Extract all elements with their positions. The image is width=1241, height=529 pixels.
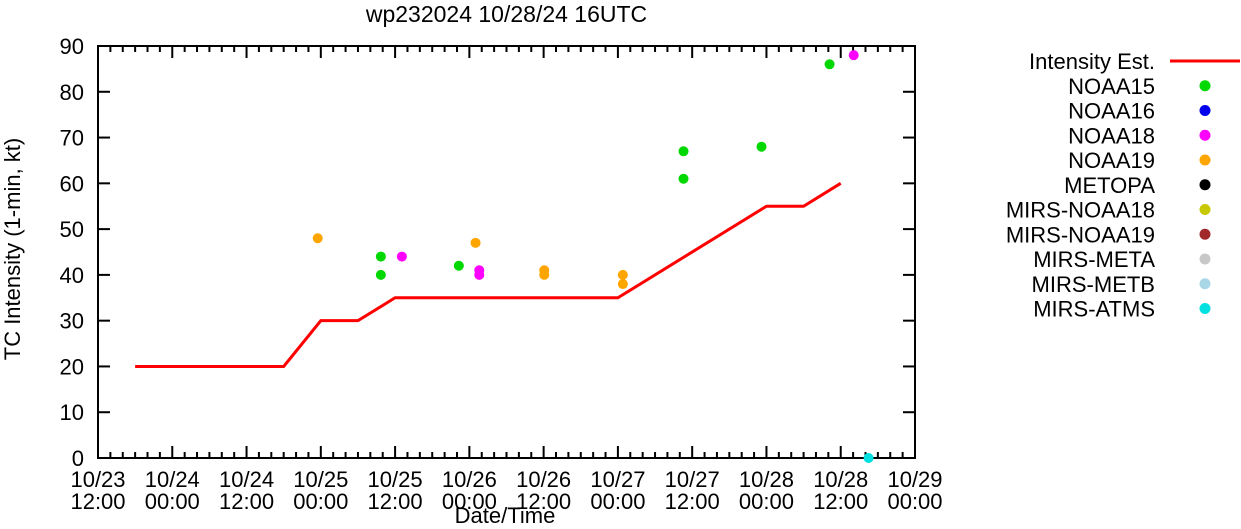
legend-label-noaa16: NOAA16 (1068, 99, 1155, 124)
point-noaa19 (312, 233, 323, 244)
y-tick-label: 40 (60, 263, 84, 288)
point-noaa18 (396, 251, 407, 262)
point-noaa15 (375, 251, 386, 262)
legend-dot-mirs-noaa19 (1199, 228, 1211, 240)
legend-label-noaa19: NOAA19 (1068, 148, 1155, 173)
x-tick-label-date: 10/28 (813, 467, 868, 492)
x-tick-label-date: 10/27 (590, 467, 645, 492)
x-tick-label-date: 10/24 (219, 467, 274, 492)
x-tick-label-date: 10/24 (145, 467, 200, 492)
x-tick-label-time: 12:00 (813, 489, 868, 514)
x-tick-label-date: 10/29 (887, 467, 942, 492)
point-noaa19 (617, 279, 628, 290)
legend-label-mirs-noaa19: MIRS-NOAA19 (1006, 222, 1155, 247)
x-tick-label-time: 12:00 (219, 489, 274, 514)
legend-dot-noaa19 (1199, 154, 1211, 166)
point-noaa15 (824, 59, 835, 70)
x-tick-label-date: 10/28 (739, 467, 794, 492)
point-noaa19 (470, 237, 481, 248)
legend-dot-noaa15 (1199, 80, 1211, 92)
x-axis-label: Date/Time (454, 503, 556, 528)
legend-dot-mirs-noaa18 (1199, 204, 1211, 215)
chart-title: wp232024 10/28/24 16UTC (365, 1, 648, 27)
y-tick-label: 50 (60, 217, 84, 242)
x-tick-label-time: 00:00 (442, 489, 497, 514)
point-noaa15 (375, 269, 386, 280)
legend-dot-noaa16 (1199, 105, 1211, 116)
legend-label-mirs-meta: MIRS-META (1033, 247, 1155, 272)
point-noaa19 (539, 269, 550, 280)
legend-label-metopa: METOPA (1064, 173, 1155, 198)
x-tick-label-time: 00:00 (739, 489, 794, 514)
point-noaa19 (617, 269, 628, 280)
x-tick-label-time: 12:00 (70, 489, 125, 514)
x-tick-label-date: 10/26 (516, 467, 571, 492)
point-noaa18 (848, 50, 859, 61)
x-tick-label-time: 12:00 (368, 489, 423, 514)
x-tick-label-date: 10/25 (368, 467, 423, 492)
intensity-est-line (135, 182, 842, 368)
x-tick-label-date: 10/25 (293, 467, 348, 492)
x-tick-label-time: 00:00 (145, 489, 200, 514)
legend-label-noaa18: NOAA18 (1068, 123, 1155, 148)
y-tick-label: 70 (60, 126, 84, 151)
x-tick-label-date: 10/26 (442, 467, 497, 492)
legend-dot-noaa18 (1199, 129, 1211, 141)
point-noaa15 (678, 146, 689, 157)
x-tick-label-date: 10/27 (665, 467, 720, 492)
y-axis-label: TC Intensity (1-min, kt) (0, 137, 25, 361)
legend-dot-mirs-meta (1199, 253, 1211, 265)
legend-label-mirs-atms: MIRS-ATMS (1033, 297, 1155, 322)
x-tick-label-time: 00:00 (590, 489, 645, 514)
y-tick-label: 60 (60, 171, 84, 196)
x-tick-label-time: 12:00 (665, 489, 720, 514)
legend-dot-mirs-atms (1199, 303, 1211, 314)
point-noaa15 (453, 260, 464, 271)
legend-label-mirs-noaa18: MIRS-NOAA18 (1006, 198, 1155, 223)
x-tick-label-time: 00:00 (887, 489, 942, 514)
plot-border (97, 45, 916, 459)
y-tick-label: 30 (60, 309, 84, 334)
x-tick-label-time: 12:00 (516, 489, 571, 514)
point-noaa18 (474, 269, 485, 280)
point-mirs-atms (863, 453, 874, 463)
x-tick-label-date: 10/23 (70, 467, 125, 492)
legend-label-intensity-est-: Intensity Est. (1029, 49, 1155, 74)
legend-dot-mirs-metb (1199, 278, 1211, 290)
y-tick-label: 80 (60, 80, 84, 105)
legend-label-noaa15: NOAA15 (1068, 74, 1155, 99)
y-tick-label: 10 (60, 400, 84, 425)
legend-label-mirs-metb: MIRS-METB (1032, 272, 1155, 297)
legend-dot-metopa (1199, 179, 1211, 191)
y-tick-label: 0 (72, 446, 84, 471)
y-tick-label: 20 (60, 354, 84, 379)
x-tick-label-time: 00:00 (293, 489, 348, 514)
y-tick-label: 90 (60, 34, 84, 59)
point-noaa15 (756, 141, 767, 152)
point-noaa15 (678, 173, 689, 184)
